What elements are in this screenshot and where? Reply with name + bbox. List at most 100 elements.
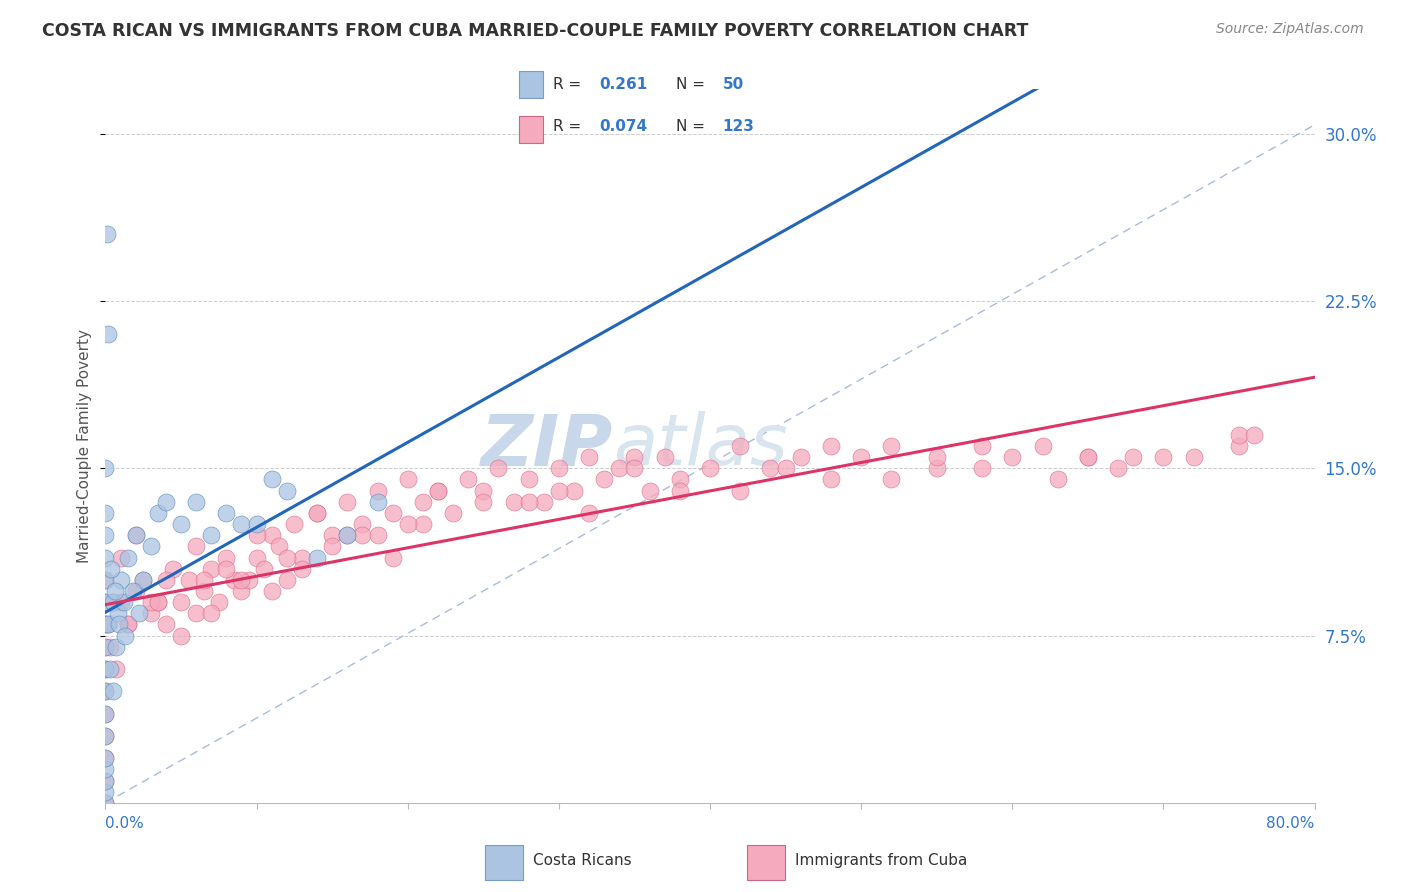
- Point: [94, 640, 117, 654]
- Point: [1243, 428, 1265, 442]
- Text: 0.0%: 0.0%: [105, 816, 145, 831]
- Point: [352, 528, 374, 542]
- Text: 0.074: 0.074: [599, 120, 647, 134]
- Point: [170, 628, 193, 642]
- Point: [108, 617, 131, 632]
- Point: [94, 550, 117, 565]
- Point: [820, 473, 842, 487]
- Point: [367, 483, 389, 498]
- Text: 123: 123: [723, 120, 755, 134]
- Point: [94, 706, 117, 721]
- Point: [94, 796, 117, 810]
- Point: [502, 494, 524, 508]
- Point: [215, 550, 238, 565]
- Point: [880, 439, 903, 453]
- Point: [1182, 450, 1205, 464]
- Point: [155, 617, 177, 632]
- Text: 0.261: 0.261: [599, 78, 647, 92]
- Point: [94, 762, 117, 776]
- Point: [269, 539, 291, 553]
- Point: [132, 573, 155, 587]
- Point: [200, 607, 222, 621]
- Point: [246, 550, 269, 565]
- Point: [381, 506, 404, 520]
- Point: [107, 607, 129, 621]
- Point: [112, 595, 135, 609]
- Point: [321, 528, 343, 542]
- Text: N =: N =: [676, 120, 710, 134]
- Point: [880, 473, 903, 487]
- Point: [623, 461, 645, 475]
- Point: [215, 562, 238, 576]
- Point: [110, 550, 132, 565]
- Point: [291, 562, 314, 576]
- Point: [367, 494, 389, 508]
- Point: [97, 617, 120, 632]
- Point: [94, 773, 117, 788]
- Point: [396, 517, 419, 532]
- Point: [132, 573, 155, 587]
- Point: [593, 473, 616, 487]
- Bar: [519, 71, 543, 98]
- Point: [97, 327, 120, 342]
- Point: [170, 595, 193, 609]
- Point: [441, 506, 464, 520]
- Point: [548, 461, 571, 475]
- Point: [222, 573, 245, 587]
- Text: COSTA RICAN VS IMMIGRANTS FROM CUBA MARRIED-COUPLE FAMILY POVERTY CORRELATION CH: COSTA RICAN VS IMMIGRANTS FROM CUBA MARR…: [42, 22, 1029, 40]
- Point: [200, 528, 222, 542]
- Point: [367, 528, 389, 542]
- Point: [94, 729, 117, 743]
- Point: [94, 461, 117, 475]
- Point: [94, 528, 117, 542]
- Point: [623, 450, 645, 464]
- Point: [412, 494, 434, 508]
- Text: ZIP: ZIP: [481, 411, 613, 481]
- Point: [97, 617, 120, 632]
- Point: [94, 617, 117, 632]
- Point: [139, 595, 162, 609]
- Point: [260, 528, 283, 542]
- Point: [101, 684, 124, 698]
- Point: [699, 461, 721, 475]
- Point: [121, 583, 143, 598]
- Point: [533, 494, 555, 508]
- Point: [972, 461, 994, 475]
- Point: [105, 640, 128, 654]
- Point: [321, 539, 343, 553]
- Point: [253, 562, 276, 576]
- Point: [396, 473, 419, 487]
- Point: [427, 483, 450, 498]
- Point: [578, 506, 600, 520]
- Point: [177, 573, 200, 587]
- Point: [260, 473, 283, 487]
- Point: [1032, 439, 1054, 453]
- Point: [98, 640, 121, 654]
- Point: [110, 595, 132, 609]
- Point: [94, 640, 117, 654]
- Point: [114, 628, 136, 642]
- Point: [609, 461, 631, 475]
- Point: [94, 751, 117, 765]
- Point: [1227, 439, 1250, 453]
- Point: [307, 506, 329, 520]
- Point: [125, 528, 148, 542]
- Point: [148, 595, 170, 609]
- Point: [1077, 450, 1099, 464]
- Point: [94, 773, 117, 788]
- Point: [246, 528, 269, 542]
- Point: [200, 562, 222, 576]
- Point: [94, 706, 117, 721]
- Point: [231, 517, 253, 532]
- Point: [94, 729, 117, 743]
- Point: [117, 617, 139, 632]
- Y-axis label: Married-Couple Family Poverty: Married-Couple Family Poverty: [77, 329, 93, 563]
- Point: [100, 562, 122, 576]
- Point: [128, 607, 150, 621]
- Point: [336, 494, 359, 508]
- Point: [94, 662, 117, 676]
- Point: [352, 517, 374, 532]
- Point: [186, 539, 208, 553]
- Point: [98, 662, 121, 676]
- Point: [925, 450, 948, 464]
